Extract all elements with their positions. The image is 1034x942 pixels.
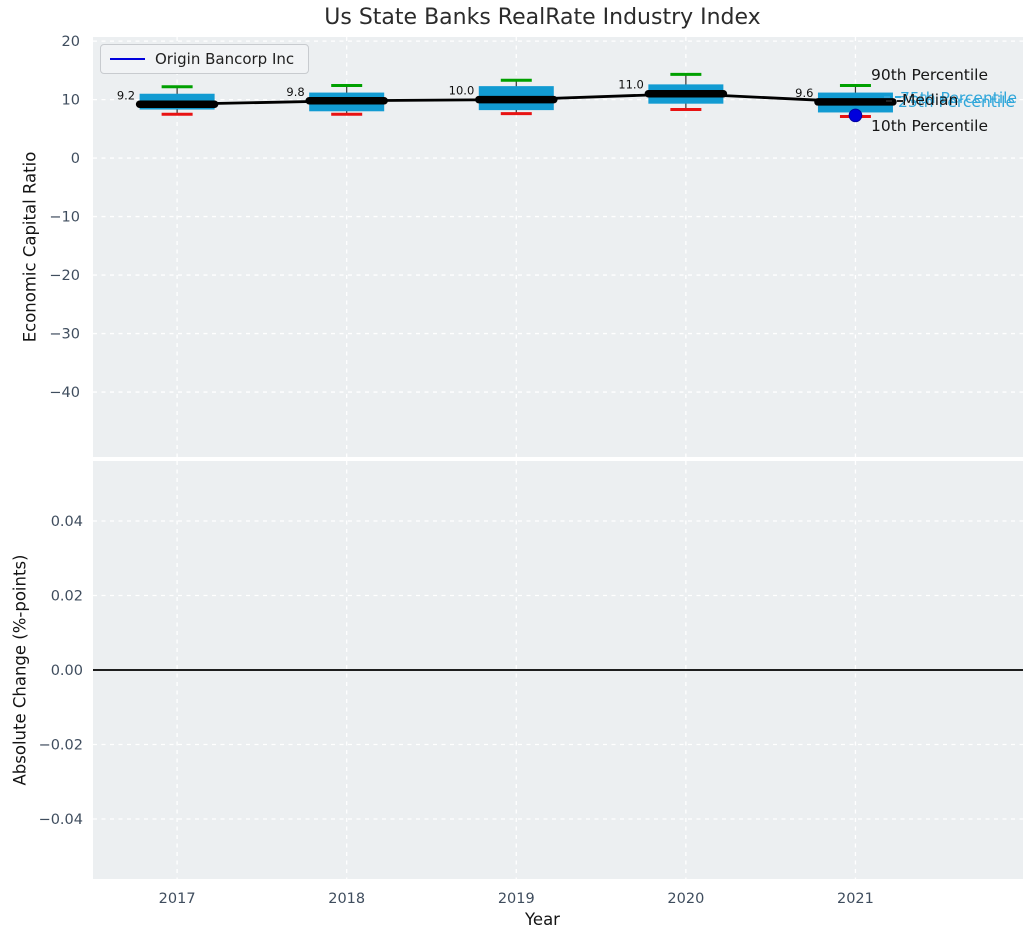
annotation-90th-percentile: 90th Percentile	[871, 66, 989, 84]
annotation-10th-percentile: 10th Percentile	[871, 116, 989, 135]
x-tick-label: 2018	[328, 891, 365, 907]
top-y-tick-label: 20	[62, 34, 80, 50]
median-value-label-2018: 9.8	[286, 85, 304, 99]
bottom-y-tick-label: 0.02	[51, 588, 83, 604]
bottom-y-tick-label: −0.04	[39, 812, 83, 828]
median-value-label-2020: 11.0	[618, 78, 644, 92]
leader-dash-cyan	[884, 96, 901, 98]
top-y-tick-label: −30	[49, 327, 80, 343]
company-point-2021	[848, 108, 863, 123]
top-y-tick-label: 0	[71, 151, 80, 167]
top-y-tick-label: −10	[49, 210, 80, 226]
x-tick-label: 2020	[667, 891, 704, 907]
x-tick-label: 2021	[837, 891, 874, 907]
top-y-axis-label: Economic Capital Ratio	[20, 151, 40, 343]
x-tick-label: 2017	[159, 891, 196, 907]
x-tick-label: 2019	[498, 891, 535, 907]
bottom-y-tick-label: −0.02	[39, 738, 83, 754]
bottom-y-tick-label: 0.00	[51, 663, 83, 679]
median-value-label-2021: 9.6	[795, 86, 813, 100]
annotation-75th-percentile: 75th Percentile	[900, 89, 1018, 107]
legend: Origin Bancorp Inc	[100, 44, 310, 74]
bottom-y-axis-label: Absolute Change (%-points)	[10, 554, 30, 786]
x-axis-label: Year	[525, 910, 560, 929]
leader-dash-dark	[886, 100, 903, 102]
bottom-y-tick-label: 0.04	[51, 514, 83, 530]
legend-line-sample	[110, 58, 145, 60]
legend-label: Origin Bancorp Inc	[155, 50, 295, 68]
median-value-label-2017: 9.2	[117, 88, 135, 102]
median-value-label-2019: 10.0	[449, 84, 475, 98]
annotation-median: Median	[902, 90, 959, 109]
top-y-tick-label: 10	[62, 93, 80, 109]
annotation-25th-percentile: 25th Percentile	[898, 92, 1016, 111]
top-y-tick-label: −20	[49, 268, 80, 284]
chart-title: Us State Banks RealRate Industry Index	[324, 5, 761, 30]
top-y-tick-label: −40	[49, 385, 80, 401]
